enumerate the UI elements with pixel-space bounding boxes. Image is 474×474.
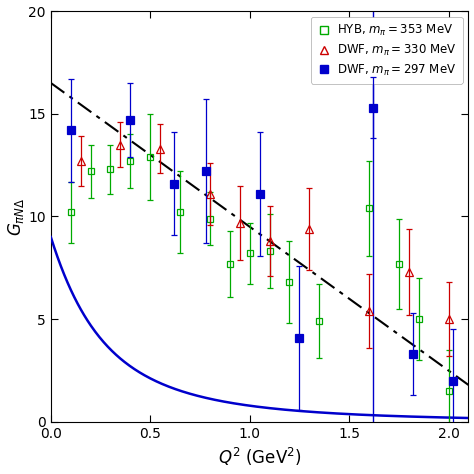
Y-axis label: $G_{\pi N\Delta}$: $G_{\pi N\Delta}$	[6, 197, 26, 236]
Legend: HYB, $m_\pi = 353$ MeV, DWF, $m_\pi = 330$ MeV, DWF, $m_\pi = 297$ MeV: HYB, $m_\pi = 353$ MeV, DWF, $m_\pi = 33…	[311, 17, 463, 83]
X-axis label: $Q^2$ (GeV$^2$): $Q^2$ (GeV$^2$)	[218, 447, 301, 468]
